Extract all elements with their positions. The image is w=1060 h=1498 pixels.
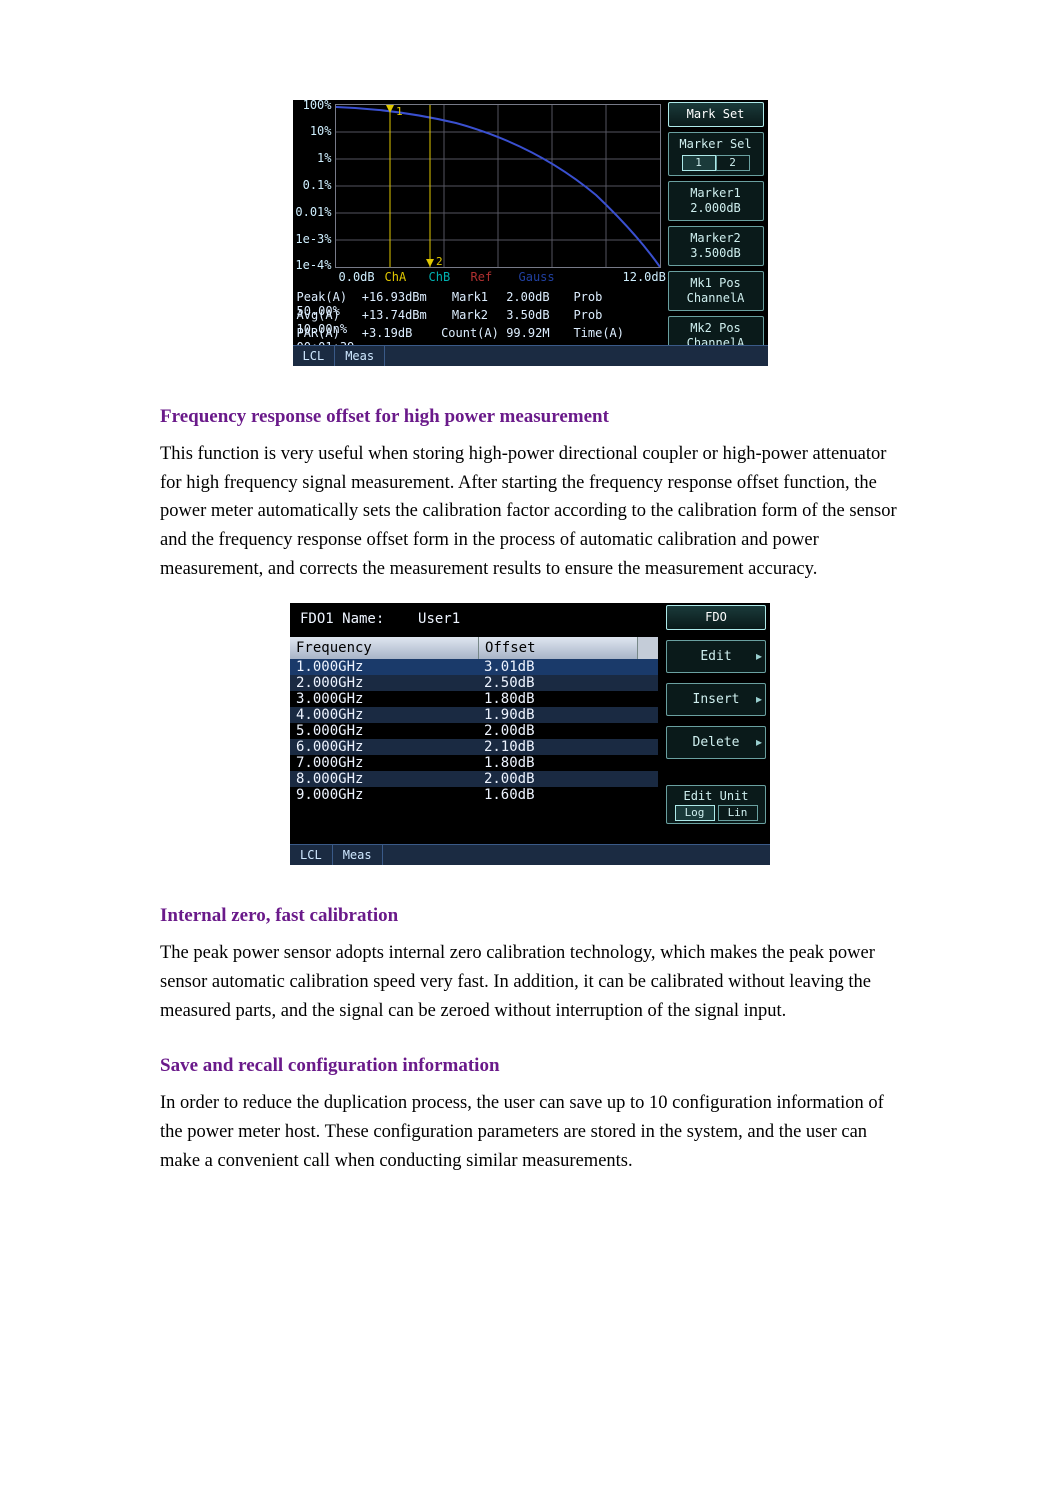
mk1-pos-button[interactable]: Mk1 Pos ChannelA xyxy=(668,271,764,311)
fdo-screenshot: FDO1 Name: User1 Frequency Offset 1.000G… xyxy=(290,603,770,865)
table-row[interactable]: 5.000GHz2.00dB xyxy=(290,723,658,739)
table-row[interactable]: 2.000GHz2.50dB xyxy=(290,675,658,691)
status-meas: Meas xyxy=(335,346,385,366)
y-label: 1e-4% xyxy=(290,258,332,272)
channel-a-label: ChA xyxy=(385,270,407,284)
y-label: 0.01% xyxy=(290,205,332,219)
table-row[interactable]: 6.000GHz2.10dB xyxy=(290,739,658,755)
table-row[interactable]: 4.000GHz1.90dB xyxy=(290,707,658,723)
ccdf-screenshot: 100% 10% 1% 0.1% 0.01% 1e-3% 1e-4% xyxy=(293,100,768,366)
chevron-right-icon: ▶ xyxy=(756,737,762,748)
y-label: 100% xyxy=(290,98,332,112)
status-bar: LCL Meas xyxy=(290,844,770,865)
y-label: 1% xyxy=(290,151,332,165)
freq-response-body: This function is very useful when storin… xyxy=(160,440,900,583)
chevron-right-icon: ▶ xyxy=(756,651,762,662)
status-lcl: LCL xyxy=(290,845,333,865)
x-axis-start: 0.0dB xyxy=(339,270,375,284)
marker-sel-button[interactable]: Marker Sel 1 2 xyxy=(668,132,764,176)
save-recall-body: In order to reduce the duplication proce… xyxy=(160,1089,900,1175)
table-row[interactable]: 8.000GHz2.00dB xyxy=(290,771,658,787)
chevron-right-icon: ▶ xyxy=(756,694,762,705)
ref-label: Ref xyxy=(471,270,493,284)
table-row[interactable]: 1.000GHz3.01dB xyxy=(290,659,658,675)
gauss-label: Gauss xyxy=(519,270,555,284)
table-row[interactable]: 3.000GHz1.80dB xyxy=(290,691,658,707)
status-bar: LCL Meas xyxy=(293,345,768,366)
y-label: 1e-3% xyxy=(290,232,332,246)
y-label: 10% xyxy=(290,124,332,138)
internal-zero-body: The peak power sensor adopts internal ze… xyxy=(160,939,900,1025)
fdo-header-row: Frequency Offset xyxy=(290,637,658,659)
fdo-table: Frequency Offset 1.000GHz3.01dB2.000GHz2… xyxy=(290,637,658,803)
marker2-button[interactable]: Marker2 3.500dB xyxy=(668,226,764,266)
fdo-side-panel: FDO Edit▶ Insert▶ Delete▶ Edit Unit Log … xyxy=(666,605,766,824)
svg-text:1: 1 xyxy=(396,105,403,118)
table-row[interactable]: 7.000GHz1.80dB xyxy=(290,755,658,771)
fdo-title: FDO xyxy=(666,605,766,630)
svg-text:2: 2 xyxy=(436,255,443,267)
edit-button[interactable]: Edit▶ xyxy=(666,640,766,673)
freq-response-heading: Frequency response offset for high power… xyxy=(160,406,900,428)
edit-unit-button[interactable]: Edit Unit Log Lin xyxy=(666,785,766,824)
x-axis-end: 12.0dB xyxy=(623,270,666,284)
delete-button[interactable]: Delete▶ xyxy=(666,726,766,759)
marker1-button[interactable]: Marker1 2.000dB xyxy=(668,181,764,221)
internal-zero-heading: Internal zero, fast calibration xyxy=(160,905,900,927)
mark-set-title: Mark Set xyxy=(668,102,764,127)
save-recall-heading: Save and recall configuration informatio… xyxy=(160,1055,900,1077)
mark-set-panel: Mark Set Marker Sel 1 2 Marker1 2.000dB … xyxy=(668,102,764,361)
status-meas: Meas xyxy=(333,845,383,865)
ccdf-graph: 1 2 xyxy=(335,104,661,268)
table-row[interactable]: 9.000GHz1.60dB xyxy=(290,787,658,803)
insert-button[interactable]: Insert▶ xyxy=(666,683,766,716)
fdo-name-row: FDO1 Name: User1 xyxy=(300,611,460,627)
status-lcl: LCL xyxy=(293,346,336,366)
channel-b-label: ChB xyxy=(429,270,451,284)
y-label: 0.1% xyxy=(290,178,332,192)
